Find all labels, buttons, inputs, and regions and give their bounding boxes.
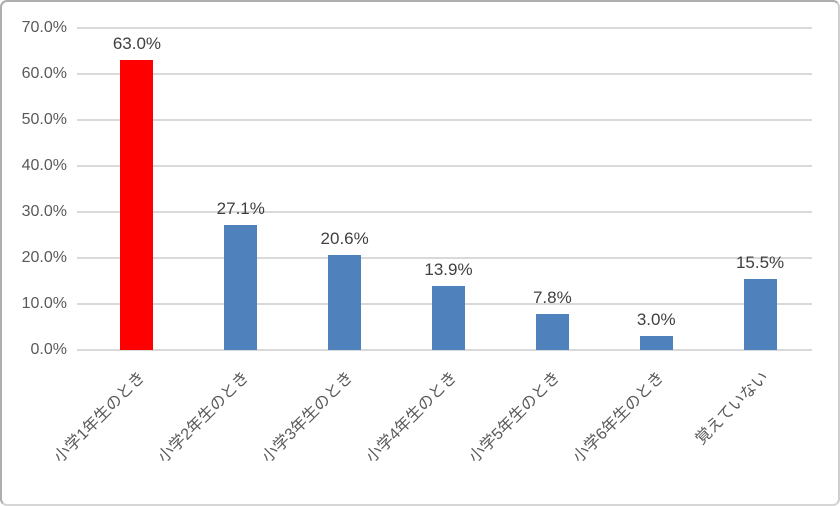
- gridline: [77, 349, 812, 351]
- bar-value-label: 15.5%: [735, 252, 785, 272]
- gridline: [77, 73, 812, 75]
- bar: [432, 286, 465, 350]
- bar: [743, 278, 777, 350]
- bar: [535, 314, 569, 350]
- y-axis-tick-label: 30.0%: [21, 203, 67, 220]
- bar-value-label: 63.0%: [112, 34, 162, 54]
- bar: [224, 225, 258, 350]
- y-axis-tick-label: 10.0%: [21, 295, 67, 312]
- gridline: [77, 119, 812, 121]
- bar-value-label: 20.6%: [320, 229, 369, 249]
- x-axis-category-label: 小学3年生のとき: [258, 368, 357, 467]
- gridline: [77, 211, 812, 213]
- bar-value-label: 3.0%: [636, 310, 676, 330]
- bar-value-label: 7.8%: [532, 288, 572, 308]
- y-axis-tick-label: 0.0%: [30, 341, 67, 358]
- gridline: [77, 165, 812, 167]
- y-axis-tick-label: 40.0%: [21, 157, 67, 174]
- bar-value-label: 27.1%: [216, 199, 265, 219]
- bar: [328, 255, 362, 350]
- bar: [639, 336, 673, 350]
- x-axis-category-label: 小学6年生のとき: [570, 368, 668, 467]
- x-axis-category-label: 覚えていない: [692, 368, 772, 449]
- x-axis-category-label: 小学2年生のとき: [155, 368, 253, 467]
- y-axis-tick-label: 20.0%: [21, 249, 67, 266]
- x-axis-category-label: 小学4年生のとき: [362, 368, 461, 467]
- gridline: [77, 27, 812, 29]
- x-axis-category-label: 小学1年生のとき: [51, 368, 149, 467]
- x-axis-category-label: 小学5年生のとき: [466, 368, 565, 467]
- gridline: [77, 257, 812, 259]
- y-axis-tick-label: 50.0%: [21, 111, 67, 128]
- y-axis-tick-label: 60.0%: [21, 65, 67, 82]
- y-axis-tick-label: 70.0%: [21, 19, 67, 36]
- bar: [120, 60, 154, 350]
- bar-value-label: 13.9%: [424, 260, 473, 280]
